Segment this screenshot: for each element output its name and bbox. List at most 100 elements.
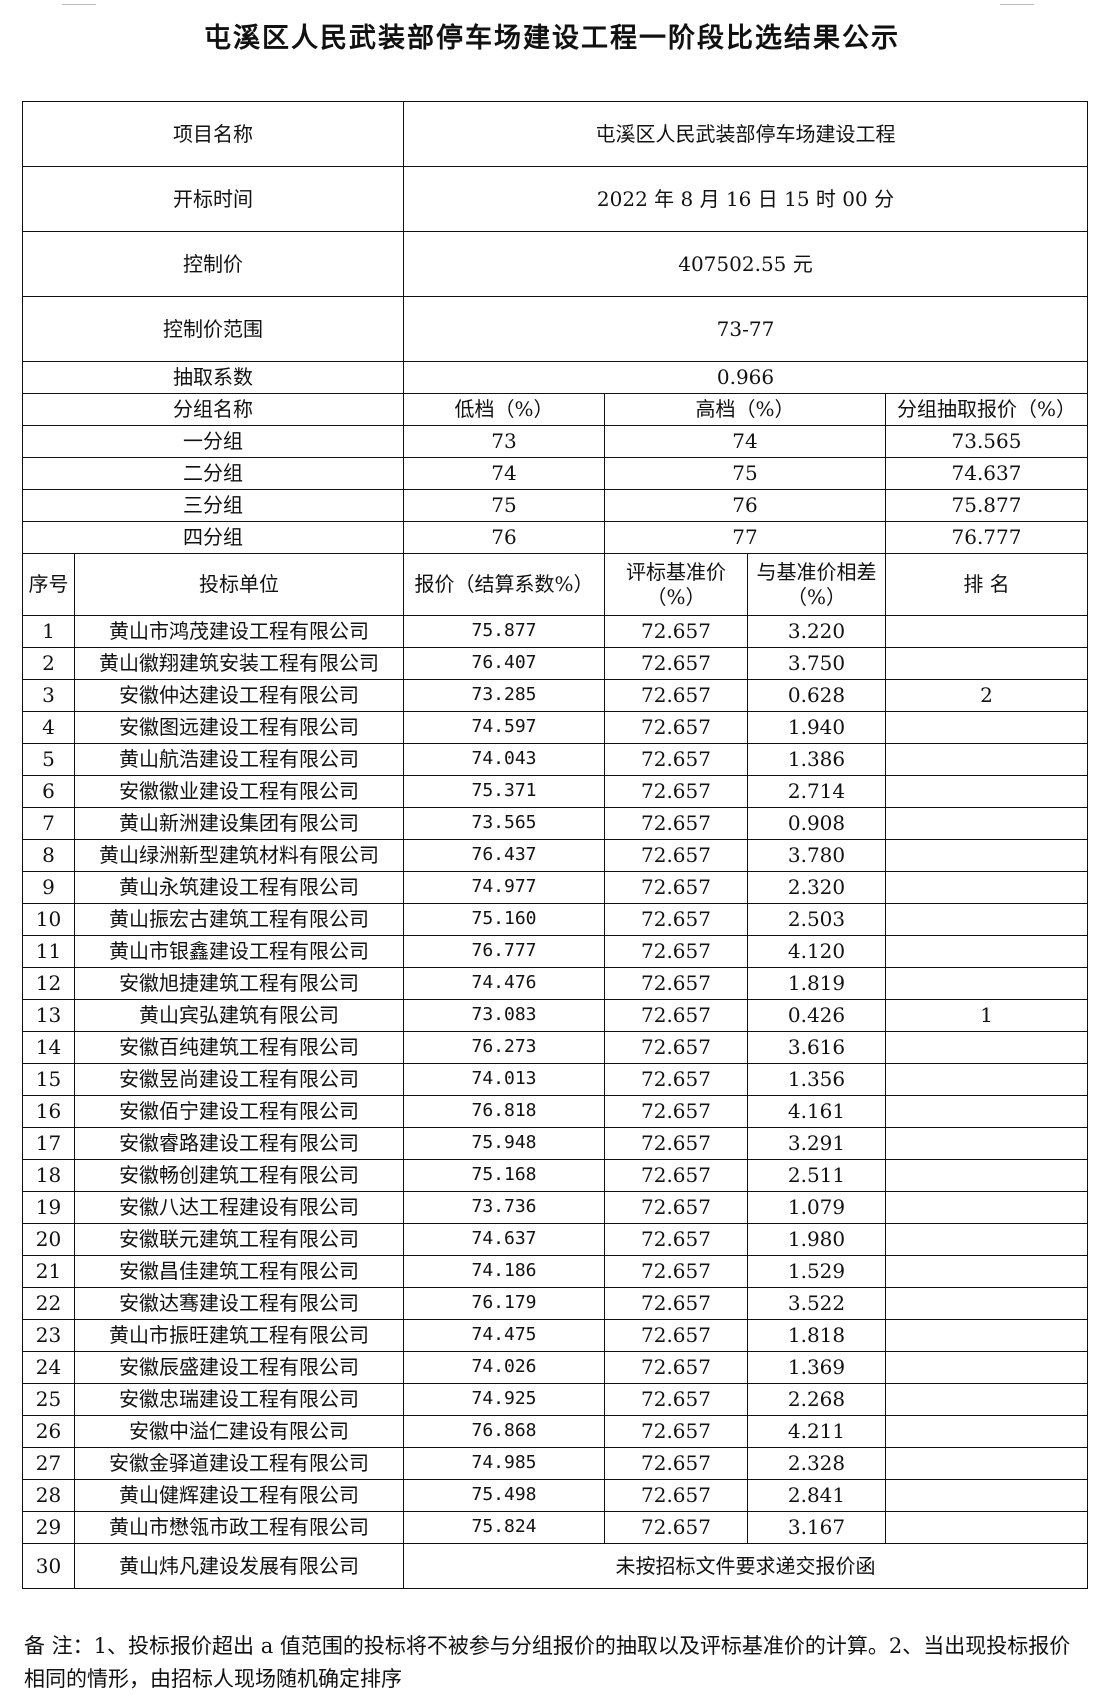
column-header: 与基准价相差（%）	[747, 553, 886, 616]
info-row-coefficient: 抽取系数 0.966	[22, 361, 1088, 394]
table-row: 11 黄山市银鑫建设工程有限公司 76.777 72.657 4.120	[22, 935, 1088, 968]
bid-difference: 1.529	[747, 1255, 886, 1288]
table-row: 28 黄山健辉建设工程有限公司 75.498 72.657 2.841	[22, 1479, 1088, 1512]
table-row: 8 黄山绿洲新型建筑材料有限公司 76.437 72.657 3.780	[22, 839, 1088, 872]
bid-company: 安徽昱尚建设工程有限公司	[74, 1063, 404, 1096]
bid-rank	[885, 1095, 1088, 1128]
bid-seq: 29	[22, 1511, 75, 1544]
bid-difference: 3.522	[747, 1287, 886, 1320]
group-low: 73	[403, 425, 605, 458]
bid-benchmark: 72.657	[604, 1159, 748, 1192]
bid-price: 76.273	[403, 1031, 605, 1064]
bid-benchmark: 72.657	[604, 1383, 748, 1416]
bid-price: 74.043	[403, 743, 605, 776]
group-name: 二分组	[22, 457, 404, 490]
bid-company: 安徽佰宁建设工程有限公司	[74, 1095, 404, 1128]
bid-benchmark: 72.657	[604, 679, 748, 712]
table-row: 29 黄山市懋瓴市政工程有限公司 75.824 72.657 3.167	[22, 1511, 1088, 1544]
bid-difference: 2.511	[747, 1159, 886, 1192]
bid-company: 黄山新洲建设集团有限公司	[74, 807, 404, 840]
bid-difference: 3.750	[747, 647, 886, 680]
bid-benchmark: 72.657	[604, 903, 748, 936]
table-row: 17 安徽睿路建设工程有限公司 75.948 72.657 3.291	[22, 1127, 1088, 1160]
bid-benchmark: 72.657	[604, 775, 748, 808]
group-extract-price: 76.777	[885, 521, 1088, 554]
table-row: 6 安徽徽业建设工程有限公司 75.371 72.657 2.714	[22, 775, 1088, 808]
bid-company: 黄山健辉建设工程有限公司	[74, 1479, 404, 1512]
bid-price: 73.736	[403, 1191, 605, 1224]
groups-header-row: 分组名称 低档（%） 高档（%） 分组抽取报价（%）	[22, 393, 1088, 426]
bid-company: 安徽辰盛建设工程有限公司	[74, 1351, 404, 1384]
bid-price: 74.925	[403, 1383, 605, 1416]
table-row: 24 安徽辰盛建设工程有限公司 74.026 72.657 1.369	[22, 1351, 1088, 1384]
bid-benchmark: 72.657	[604, 999, 748, 1032]
bid-price: 76.777	[403, 935, 605, 968]
bid-seq: 4	[22, 711, 75, 744]
bid-seq: 27	[22, 1447, 75, 1480]
bid-benchmark: 72.657	[604, 1095, 748, 1128]
bid-rank	[885, 1031, 1088, 1064]
bid-seq: 11	[22, 935, 75, 968]
group-extract-price: 73.565	[885, 425, 1088, 458]
bid-benchmark: 72.657	[604, 1031, 748, 1064]
bid-benchmark: 72.657	[604, 935, 748, 968]
bid-seq: 10	[22, 903, 75, 936]
info-row-control-price: 控制价 407502.55 元	[22, 231, 1088, 297]
bid-rank	[885, 1191, 1088, 1224]
bid-company: 黄山市鸿茂建设工程有限公司	[74, 615, 404, 648]
bid-company: 黄山炜凡建设发展有限公司	[74, 1543, 404, 1589]
bid-rank	[885, 1127, 1088, 1160]
bid-seq: 21	[22, 1255, 75, 1288]
bid-benchmark: 72.657	[604, 1351, 748, 1384]
group-low: 75	[403, 489, 605, 522]
bid-difference: 1.818	[747, 1319, 886, 1352]
bid-seq: 2	[22, 647, 75, 680]
bid-seq: 7	[22, 807, 75, 840]
info-row-control-range: 控制价范围 73-77	[22, 296, 1088, 362]
bid-price: 73.083	[403, 999, 605, 1032]
bid-seq: 16	[22, 1095, 75, 1128]
page-corner-mark	[62, 4, 96, 5]
bid-company: 安徽图远建设工程有限公司	[74, 711, 404, 744]
group-extract-price: 75.877	[885, 489, 1088, 522]
bid-company: 黄山航浩建设工程有限公司	[74, 743, 404, 776]
bid-benchmark: 72.657	[604, 1127, 748, 1160]
bid-difference: 1.369	[747, 1351, 886, 1384]
bid-price: 75.160	[403, 903, 605, 936]
bid-difference: 4.211	[747, 1415, 886, 1448]
bid-seq: 19	[22, 1191, 75, 1224]
column-header: 低档（%）	[403, 393, 605, 426]
group-name: 一分组	[22, 425, 404, 458]
bid-company: 黄山徽翔建筑安装工程有限公司	[74, 647, 404, 680]
bid-difference: 2.841	[747, 1479, 886, 1512]
bid-rank	[885, 743, 1088, 776]
bid-difference: 1.079	[747, 1191, 886, 1224]
bid-rank	[885, 1319, 1088, 1352]
info-label: 抽取系数	[22, 361, 404, 394]
bid-company: 安徽联元建筑工程有限公司	[74, 1223, 404, 1256]
bid-difference: 0.426	[747, 999, 886, 1032]
bid-seq: 5	[22, 743, 75, 776]
bid-company: 安徽中溢仁建设有限公司	[74, 1415, 404, 1448]
table-row: 7 黄山新洲建设集团有限公司 73.565 72.657 0.908	[22, 807, 1088, 840]
bid-company: 安徽昌佳建筑工程有限公司	[74, 1255, 404, 1288]
column-header: 排 名	[885, 553, 1088, 616]
bid-company: 安徽达骞建设工程有限公司	[74, 1287, 404, 1320]
bid-rank	[885, 1255, 1088, 1288]
bid-company: 安徽旭捷建筑工程有限公司	[74, 967, 404, 1000]
bid-price: 74.985	[403, 1447, 605, 1480]
bid-benchmark: 72.657	[604, 615, 748, 648]
info-value: 407502.55 元	[403, 231, 1088, 297]
table-row: 18 安徽畅创建筑工程有限公司 75.168 72.657 2.511	[22, 1159, 1088, 1192]
info-label: 控制价	[22, 231, 404, 297]
bid-rank	[885, 903, 1088, 936]
info-label: 项目名称	[22, 101, 404, 167]
bid-price: 74.026	[403, 1351, 605, 1384]
bid-rank	[885, 647, 1088, 680]
bid-rank	[885, 1287, 1088, 1320]
bid-company: 黄山绿洲新型建筑材料有限公司	[74, 839, 404, 872]
bid-company: 安徽金驿道建设工程有限公司	[74, 1447, 404, 1480]
table-row: 14 安徽百纯建筑工程有限公司 76.273 72.657 3.616	[22, 1031, 1088, 1064]
column-header: 序号	[22, 553, 75, 616]
bid-rank	[885, 775, 1088, 808]
